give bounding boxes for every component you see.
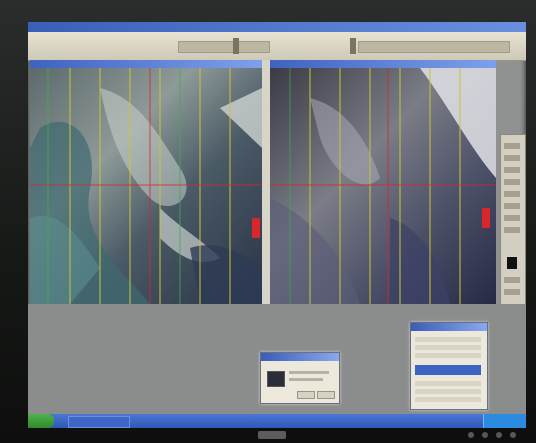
dialog-thumbnail [267, 371, 285, 387]
list-item[interactable] [415, 397, 481, 402]
side-tool-3[interactable] [504, 167, 520, 173]
panel-splitter[interactable] [262, 60, 270, 304]
app-titlebar [28, 22, 526, 32]
side-tool-1[interactable] [504, 143, 520, 149]
side-tool-color-swatch[interactable] [507, 257, 517, 269]
left-satellite-image[interactable] [30, 68, 262, 304]
list-item[interactable] [415, 389, 481, 394]
taskbar-item[interactable] [68, 416, 130, 428]
toolbar-slider-right[interactable] [358, 41, 510, 53]
side-tool-2[interactable] [504, 155, 520, 161]
system-tray-icon[interactable] [483, 414, 526, 428]
right-panel-header [270, 60, 496, 68]
left-image-panel [30, 60, 262, 304]
side-tool-9[interactable] [504, 277, 520, 283]
toolbar-slider-right-knob[interactable] [350, 38, 356, 54]
small-dialog-titlebar[interactable] [261, 353, 339, 361]
monitor-power-button[interactable] [510, 432, 516, 438]
small-dialog [260, 352, 340, 404]
monitor-button[interactable] [496, 432, 502, 438]
taskbar [28, 414, 526, 428]
toolbar-slider-left-knob[interactable] [233, 38, 239, 54]
monitor-button[interactable] [482, 432, 488, 438]
dialog-ok-button[interactable] [297, 391, 315, 399]
toolbar-slider-left[interactable] [178, 41, 270, 53]
list-dialog [410, 322, 488, 410]
side-tool-strip[interactable] [500, 134, 526, 306]
toolbar [28, 32, 526, 61]
list-item[interactable] [415, 345, 481, 350]
left-panel-header [30, 60, 262, 68]
side-tool-5[interactable] [504, 191, 520, 197]
list-item[interactable] [415, 381, 481, 386]
list-item[interactable] [415, 337, 481, 342]
screen [28, 22, 526, 428]
dialog-text-line [289, 371, 329, 374]
right-image-panel [270, 60, 496, 304]
side-tool-6[interactable] [504, 203, 520, 209]
dialog-cancel-button[interactable] [317, 391, 335, 399]
side-tool-8[interactable] [504, 227, 520, 233]
start-button-icon[interactable] [28, 414, 54, 428]
side-tool-10[interactable] [504, 289, 520, 295]
list-item[interactable] [415, 353, 481, 358]
monitor-button[interactable] [468, 432, 474, 438]
list-dialog-titlebar[interactable] [411, 323, 487, 331]
right-satellite-image[interactable] [270, 68, 496, 304]
dialog-text-line [289, 378, 323, 381]
side-tool-4[interactable] [504, 179, 520, 185]
list-item-selected[interactable] [415, 365, 481, 375]
side-tool-7[interactable] [504, 215, 520, 221]
monitor-brand-logo [258, 431, 286, 439]
